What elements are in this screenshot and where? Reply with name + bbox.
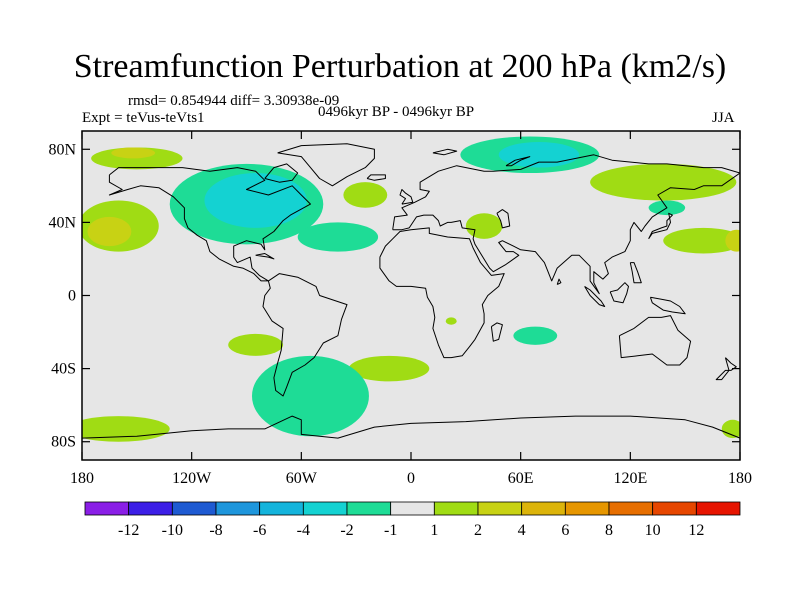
colorbar-swatch (215, 501, 261, 516)
period-label: 0496kyr BP - 0496kyr BP (318, 104, 475, 120)
anomaly-region (498, 141, 580, 168)
colorbar-swatch (128, 501, 173, 516)
colorbar-swatch (608, 501, 654, 516)
lon-tick-label: 60W (286, 470, 318, 487)
colorbar: -12 -10 -8 -6 -4 -2 -1 1 2 4 6 8 10 12 (84, 501, 741, 539)
chart-title: Streamfunction Perturbation at 200 hPa (… (73, 48, 727, 85)
coastline-new-zealand (715, 357, 737, 381)
colorbar-label: -6 (253, 522, 266, 539)
latitude-axis: 80N 40N 0 40S 80S (48, 141, 740, 451)
colorbar-label: 8 (605, 522, 613, 539)
colorbar-label: -4 (297, 522, 310, 539)
colorbar-label: 1 (430, 522, 438, 539)
coastline-australia (618, 315, 692, 366)
coastline-caspian-sea (496, 209, 511, 229)
lon-tick-label: 180 (70, 470, 94, 487)
coastline-north-america (108, 167, 311, 282)
anomaly-region (445, 317, 457, 325)
colorbar-swatch (346, 501, 392, 516)
coastlines (82, 143, 740, 439)
colorbar-swatch (390, 501, 435, 516)
coastline-south-america (262, 273, 348, 397)
experiment-label: Expt = teVus-teVts1 (82, 110, 205, 126)
coastline-new-guinea (649, 296, 686, 315)
lat-tick-label: 80S (51, 434, 76, 451)
colorbar-swatch (171, 501, 217, 516)
colorbar-label: -8 (209, 522, 222, 539)
lat-tick-label: 80N (48, 141, 76, 158)
colorbar-label: -1 (384, 522, 397, 539)
coastline-greenland (277, 143, 375, 187)
anomaly-region (111, 147, 156, 159)
anomaly-region (721, 419, 740, 439)
lon-tick-label: 60E (508, 470, 534, 487)
coastline-antarctica (82, 415, 740, 439)
colorbar-swatch (84, 501, 130, 516)
colorbar-swatch (695, 501, 741, 516)
coastline-sri-lanka (556, 278, 562, 285)
anomaly-region (87, 216, 132, 247)
coastline-eurasia (392, 154, 740, 295)
colorbar-label: 2 (474, 522, 482, 539)
anomaly-region (465, 213, 503, 239)
anomaly-region (590, 163, 737, 201)
lat-tick-label: 0 (68, 288, 76, 305)
lon-tick-label: 180 (728, 470, 752, 487)
lat-tick-label: 40N (48, 214, 76, 231)
coastline-iceland (366, 174, 386, 181)
lon-tick-label: 0 (407, 470, 415, 487)
colorbar-label: -10 (162, 522, 183, 539)
coastline-baffin-island (264, 163, 299, 183)
colorbar-swatch (433, 501, 479, 516)
colorbar-swatch (259, 501, 304, 516)
colorbar-swatch (477, 501, 523, 516)
anomaly-region (663, 227, 740, 254)
coastline-novaya-zemlya (505, 156, 531, 167)
anomaly-region (348, 355, 430, 382)
longitude-axis: 180 120W 60W 0 60E 120E 180 (70, 131, 752, 487)
lon-tick-label: 120W (172, 470, 212, 487)
anomaly-region (343, 182, 388, 208)
coastline-svalbard (432, 148, 458, 156)
colorbar-swatch (652, 501, 697, 516)
colorbar-label: 12 (688, 522, 704, 539)
anomaly-region (513, 326, 558, 345)
coastline-madagascar (490, 322, 503, 342)
coastline-japan (648, 212, 673, 240)
anomaly-region (297, 222, 379, 252)
anomaly-fills (82, 136, 740, 442)
colorbar-label: 10 (645, 522, 661, 539)
lat-tick-label: 40S (51, 361, 76, 378)
coastline-philippines (629, 262, 642, 284)
stats-label: rmsd= 0.854944 diff= 3.30938e-09 (128, 93, 340, 109)
coastline-sumatra (584, 285, 606, 307)
lon-tick-label: 120E (613, 470, 647, 487)
colorbar-label: 4 (518, 522, 526, 539)
anomaly-region (251, 355, 369, 437)
anomaly-region (725, 229, 740, 252)
coastline-africa (379, 227, 505, 359)
colorbar-swatch (302, 501, 348, 516)
coastline-borneo (609, 282, 629, 304)
colorbar-label: 6 (561, 522, 569, 539)
coastline-cuba (255, 253, 275, 260)
anomaly-region (204, 173, 307, 228)
anomaly-region (228, 333, 284, 356)
colorbar-label: -12 (118, 522, 139, 539)
coastline-great-britain (399, 189, 414, 205)
season-label: JJA (712, 110, 735, 126)
colorbar-label: -2 (340, 522, 353, 539)
colorbar-swatch (521, 501, 566, 516)
colorbar-swatch (564, 501, 610, 516)
